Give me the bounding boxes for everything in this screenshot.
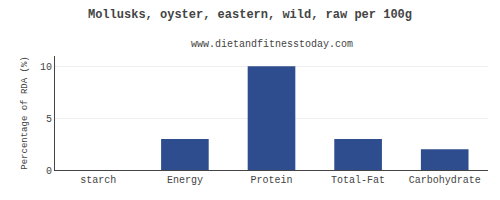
svg-text:5: 5 bbox=[46, 114, 52, 125]
svg-text:10: 10 bbox=[40, 62, 52, 73]
svg-text:Carbohydrate: Carbohydrate bbox=[409, 175, 481, 186]
svg-text:Total-Fat: Total-Fat bbox=[331, 175, 385, 186]
svg-text:starch: starch bbox=[80, 175, 116, 186]
svg-text:Percentage of RDA (%): Percentage of RDA (%) bbox=[20, 56, 30, 169]
svg-text:Protein: Protein bbox=[250, 175, 292, 186]
svg-text:0: 0 bbox=[46, 166, 52, 177]
svg-text:Energy: Energy bbox=[167, 175, 203, 186]
svg-text:Mollusks, oyster, eastern, wil: Mollusks, oyster, eastern, wild, raw per… bbox=[88, 8, 412, 22]
svg-text:www.dietandfitnesstoday.com: www.dietandfitnesstoday.com bbox=[191, 39, 353, 50]
